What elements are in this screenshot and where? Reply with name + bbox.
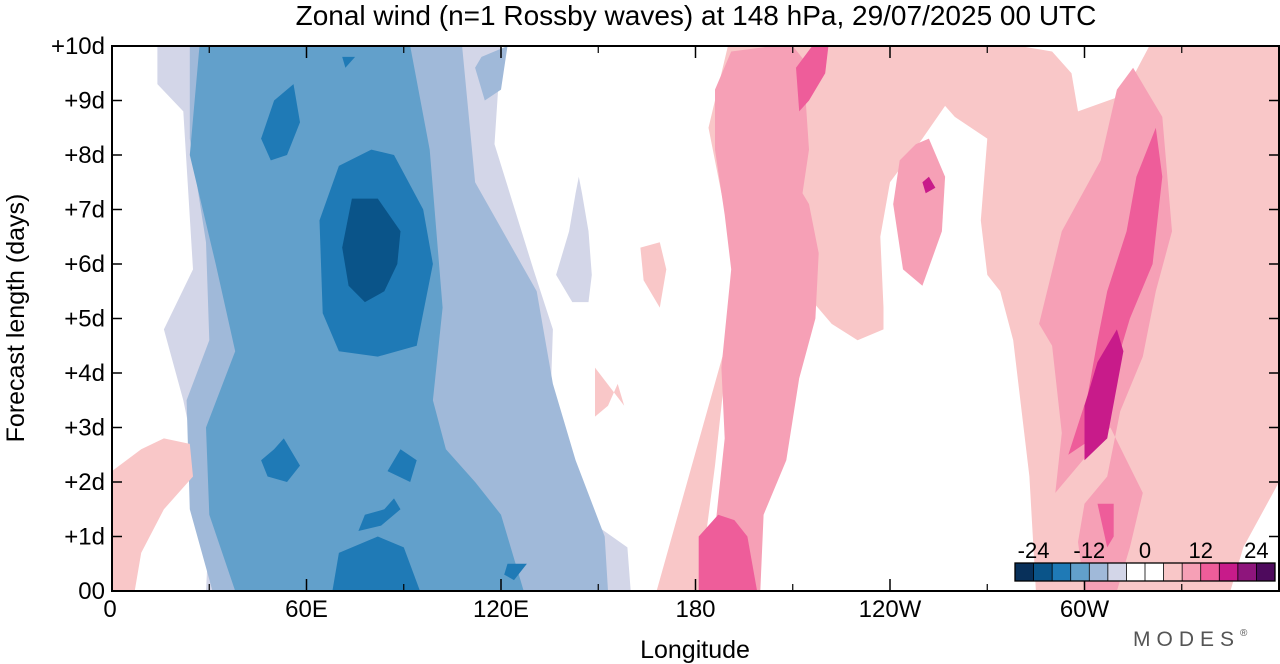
x-tick-label: 120E (473, 596, 529, 623)
contour-neg8-region (475, 46, 508, 101)
colorbar-swatch (1033, 563, 1053, 581)
contour-neg20-region (342, 198, 401, 303)
contour-pos8-region (708, 46, 819, 591)
y-tick-label: +4d (64, 360, 105, 387)
y-tick-label: +5d (64, 306, 105, 333)
y-tick-label: +2d (64, 469, 105, 496)
colorbar-swatch (1219, 563, 1239, 581)
contour-pos12-region (1097, 503, 1114, 548)
x-axis-label: Longitude (640, 636, 750, 664)
y-tick-label: +9d (64, 88, 105, 115)
contour-pos8-region (893, 138, 946, 286)
y-tick-label: +6d (64, 251, 105, 278)
contour-layer (112, 46, 1279, 591)
colorbar-swatch (1070, 563, 1090, 581)
logo-text: MODES (1133, 628, 1240, 651)
contour-pos12-region (1068, 127, 1163, 455)
contour-pos4-region (595, 367, 625, 417)
contour-pos12-region (796, 46, 829, 112)
y-tick-label: +3d (64, 415, 105, 442)
contour-neg16-region (342, 56, 356, 68)
y-tick-label: +10d (51, 33, 105, 60)
colorbar-swatch (1107, 563, 1127, 581)
colorbar-swatch (1089, 563, 1109, 581)
contour-pos4-region (112, 438, 193, 591)
colorbar-swatch (1163, 563, 1183, 581)
colorbar-label: 24 (1244, 538, 1268, 563)
contour-neg16-region (332, 536, 420, 591)
contour-pos16-region (922, 176, 936, 194)
logo-mark: ® (1240, 628, 1253, 639)
contour-pos16-region (1084, 329, 1124, 461)
y-axis: 00 +1d +2d +3d +4d +5d +6d +7d +8d +9d +10d (51, 33, 1279, 605)
contour-neg4-region (556, 176, 592, 303)
modes-logo: MODES® (1133, 628, 1253, 651)
x-tick-label: 180 (675, 596, 715, 623)
contour-pos4-region (640, 242, 667, 308)
colorbar-label: -24 (1018, 538, 1050, 563)
y-axis-label: Forecast length (days) (2, 194, 30, 443)
colorbar-label: -12 (1073, 538, 1105, 563)
colorbar-swatch (1145, 563, 1165, 581)
y-tick-label: +7d (64, 197, 105, 224)
contour-neg16-region (387, 449, 417, 482)
contour-neg16-region (504, 563, 527, 581)
x-tick-label: 0 (103, 596, 116, 623)
contour-neg16-region (261, 84, 300, 161)
colorbar-swatch (1182, 563, 1202, 581)
colorbar-swatch (1126, 563, 1146, 581)
x-tick-label: 120W (859, 596, 922, 623)
colorbar-swatch (1200, 563, 1220, 581)
contour-pos12-region (698, 514, 758, 591)
x-axis: 0 60E 120E 180 120W 60W (103, 46, 1183, 623)
colorbar-label: 12 (1188, 538, 1212, 563)
contour-neg16-region (261, 438, 300, 482)
colorbar-swatch (1256, 563, 1276, 581)
colorbar-swatch (1237, 563, 1257, 581)
colorbar-swatch (1052, 563, 1072, 581)
colorbar-legend: -24 -12 0 12 24 (1014, 538, 1276, 582)
contour-neg16-region (358, 498, 401, 531)
x-tick-label: 60E (285, 596, 328, 623)
y-tick-label: +8d (64, 142, 105, 169)
y-tick-label: 00 (78, 578, 105, 605)
x-tick-label: 60W (1060, 596, 1110, 623)
colorbar-swatch (1015, 563, 1035, 581)
chart-title: Zonal wind (n=1 Rossby waves) at 148 hPa… (296, 0, 1097, 31)
colorbar-label: 0 (1139, 538, 1151, 563)
y-tick-label: +1d (64, 524, 105, 551)
